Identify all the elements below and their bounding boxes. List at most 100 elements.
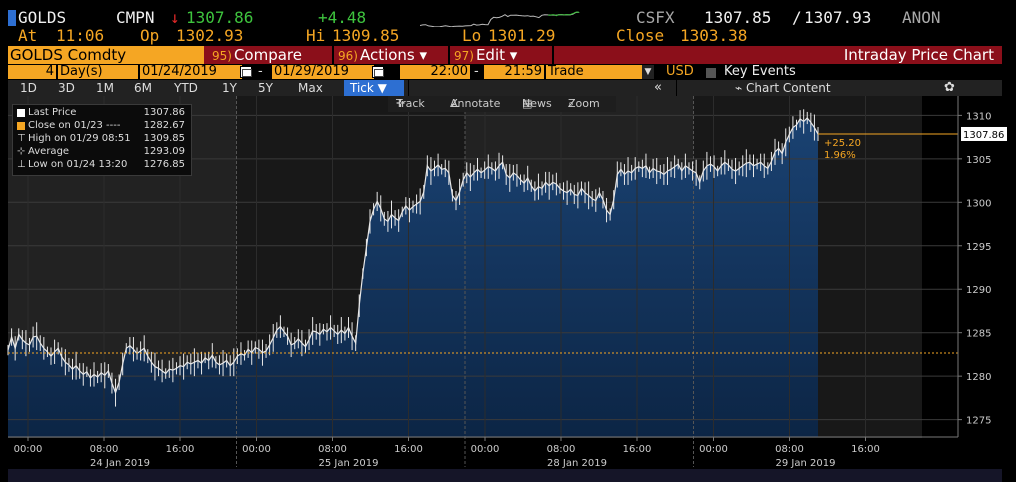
collapse-arrows-icon[interactable]: « (654, 80, 662, 95)
calendar-icon[interactable] (240, 66, 252, 78)
range-bar: 4 Day(s) 01/24/2019 - 01/29/2019 22:00 -… (8, 64, 1002, 80)
net-change: +4.48 (318, 8, 367, 27)
legend-value: 1307.86 (143, 107, 185, 118)
y-tick-label: 1295 (966, 242, 991, 253)
x-tick-label: 16:00 (851, 444, 880, 455)
low-label: Lo (462, 26, 482, 45)
start-time-field[interactable]: 22:00 (400, 65, 470, 79)
period-5y[interactable]: 5Y (258, 81, 273, 95)
start-date-field[interactable]: 01/24/2019 (140, 65, 242, 79)
quote-source-code: ANON (902, 8, 941, 27)
end-date-field[interactable]: 01/29/2019 (272, 65, 374, 79)
crosshair-icon: ✛ (396, 97, 406, 110)
news-icon: ▤ (522, 97, 533, 110)
chevron-down-icon[interactable]: ▼ (642, 65, 654, 79)
end-time-field[interactable]: 21:59 (484, 65, 544, 79)
period-ytd[interactable]: YTD (174, 81, 198, 95)
y-tick-label: 1310 (966, 111, 991, 122)
period-3d[interactable]: 3D (58, 81, 75, 95)
legend-value: 1309.85 (143, 133, 185, 144)
quote-ticker[interactable]: GOLDS (18, 8, 67, 27)
market-select[interactable]: Trade (546, 65, 642, 79)
quote-source: CMPN (116, 8, 155, 27)
y-tick-label: 1300 (966, 198, 991, 209)
at-time: 11:06 (56, 26, 105, 45)
legend-label: High on 01/29 08:51 (28, 133, 131, 144)
chart-content-label: Chart Content (746, 81, 831, 95)
legend-label: Close on 01/23 ---- (28, 120, 121, 131)
y-tick-label: 1275 (966, 416, 991, 427)
average-marker-icon: ⊹ (17, 146, 26, 157)
high-label: Hi (306, 26, 326, 45)
magnifier-icon: ⌕ (568, 97, 575, 110)
x-date-label: 29 Jan 2019 (776, 458, 836, 469)
edit-label: Edit ▾ (475, 46, 518, 64)
key-events-checkbox[interactable] (706, 68, 716, 78)
period-1y[interactable]: 1Y (222, 81, 237, 95)
price-area (8, 118, 818, 437)
sparkline (420, 11, 580, 28)
x-tick-label: 08:00 (775, 444, 804, 455)
edit-menu[interactable]: 97) Edit ▾ (454, 46, 517, 64)
x-tick-label: 08:00 (318, 444, 347, 455)
bid-price: 1307.85 (704, 8, 772, 27)
legend-row-average: ⊹ Average 1293.09 (13, 146, 191, 158)
tick-select[interactable]: Tick ▼ (344, 80, 404, 96)
key-events-label: Key Events (724, 64, 796, 79)
y-tick-label: 1290 (966, 285, 991, 296)
bid-ask-separator: / (792, 8, 802, 27)
chart-scrollbar[interactable] (8, 469, 1002, 482)
compare-label: Compare (233, 46, 302, 64)
legend-row-last-price[interactable]: Last Price 1307.86 (13, 107, 191, 119)
zoom-label: Zoom (568, 97, 600, 110)
track-label: Track (396, 97, 425, 110)
x-tick-label: 08:00 (90, 444, 119, 455)
low-value: 1301.29 (488, 26, 556, 45)
x-tick-label: 00:00 (242, 444, 271, 455)
x-tick-label: 16:00 (394, 444, 423, 455)
legend-label: Low on 01/24 13:20 (28, 159, 128, 170)
close-value: 1303.38 (680, 26, 748, 45)
x-date-label: 28 Jan 2019 (547, 458, 607, 469)
period-1m[interactable]: 1M (96, 81, 114, 95)
chart-content-button[interactable]: ⌁ Chart Content (735, 80, 831, 96)
legend-row-prior-close[interactable]: Close on 01/23 ---- 1282.67 (13, 120, 191, 132)
legend-swatch (17, 122, 25, 130)
legend-label: Last Price (28, 107, 77, 118)
currency-label[interactable]: USD (666, 64, 694, 79)
x-date-label: 25 Jan 2019 (319, 458, 379, 469)
period-6m[interactable]: 6M (134, 81, 152, 95)
time-dash: - (474, 64, 479, 79)
last-value-label: 1307.86 (963, 130, 1004, 141)
legend-value: 1282.67 (143, 120, 185, 131)
legend-row-high: ⊤ High on 01/29 08:51 1309.85 (13, 133, 191, 145)
close-label: Close (616, 26, 665, 45)
actions-number: 96) (338, 49, 358, 63)
day-count-field[interactable]: 4 (8, 65, 56, 79)
divider (408, 80, 409, 96)
gear-icon[interactable]: ✿ (944, 80, 955, 95)
command-cursor[interactable] (8, 10, 16, 26)
period-max[interactable]: Max (298, 81, 323, 95)
open-label: Op (140, 26, 160, 45)
chart-icon: ⌁ (735, 81, 747, 95)
chart-tools: ✛ Track ∠ Annotate ▤ News ⌕ Zoom (388, 96, 616, 112)
x-date-label: 24 Jan 2019 (90, 458, 150, 469)
down-arrow-icon: ↓ (170, 8, 180, 27)
y-tick-label: 1280 (966, 372, 991, 383)
day-unit-select[interactable]: Day(s) (58, 65, 138, 79)
change-label: +25.20 (824, 138, 861, 149)
y-tick-label: 1285 (966, 329, 991, 340)
pencil-icon: ∠ (450, 97, 460, 110)
divider (676, 80, 677, 96)
security-field[interactable]: GOLDS Comdty (8, 46, 204, 64)
period-1d[interactable]: 1D (20, 81, 37, 95)
legend-swatch (17, 109, 25, 117)
toolbar-divider (332, 46, 334, 64)
calendar-icon[interactable] (372, 66, 384, 78)
compare-menu[interactable]: 95) Compare (212, 46, 302, 64)
actions-menu[interactable]: 96) Actions ▾ (338, 46, 427, 64)
actions-label: Actions ▾ (359, 46, 428, 64)
x-tick-label: 00:00 (14, 444, 43, 455)
compare-number: 95) (212, 49, 232, 63)
